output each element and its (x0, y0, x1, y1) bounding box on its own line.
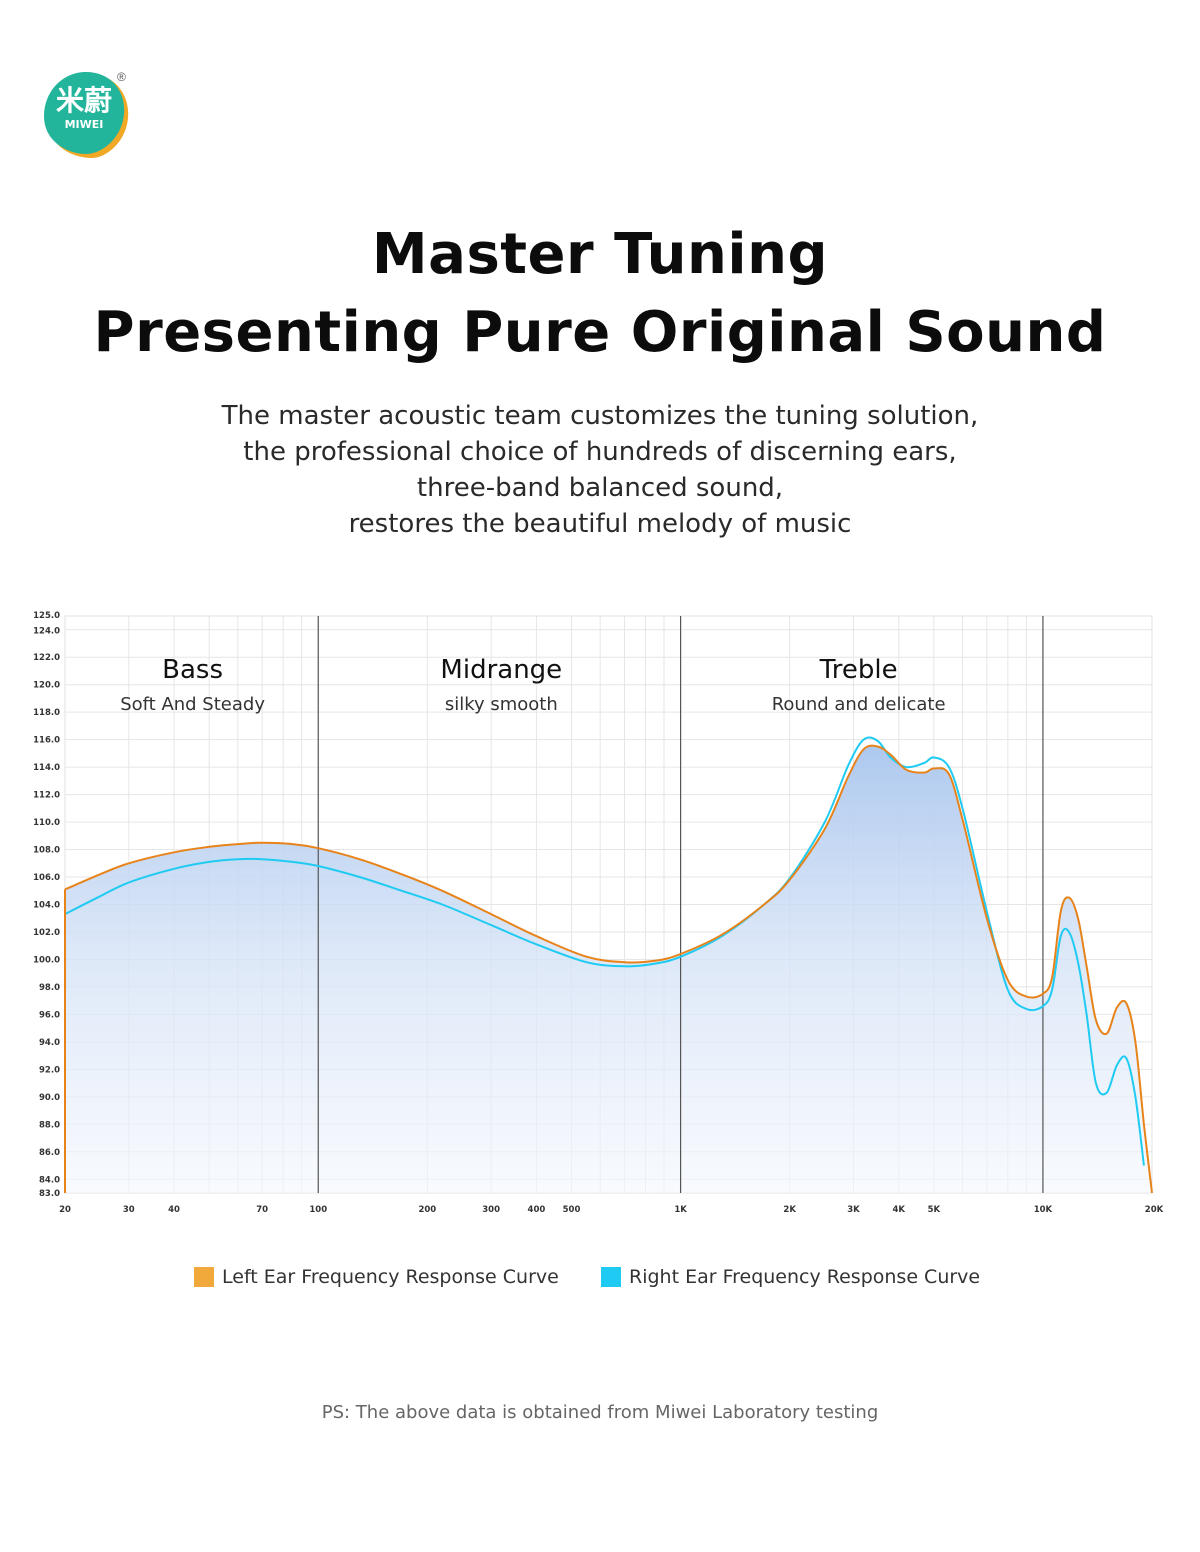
subtitle-line-3: three-band balanced sound, (416, 473, 784, 503)
x-tick-label: 5K (928, 1205, 941, 1215)
x-tick-label: 400 (528, 1205, 546, 1215)
band-description: Round and delicate (772, 694, 946, 715)
y-tick-label: 88.0 (39, 1120, 60, 1130)
legend-item-left-ear: Left Ear Frequency Response Curve (194, 1266, 559, 1288)
brand-logo: 米蔚 MIWEI (40, 66, 136, 162)
y-tick-label: 106.0 (33, 873, 60, 883)
y-tick-label: 118.0 (33, 708, 60, 718)
frequency-response-chart: Bass Soft And Steady Midrange silky smooth T… (33, 611, 1164, 1215)
legend-label-right: Right Ear Frequency Response Curve (629, 1266, 981, 1288)
logo-cn-text: 米蔚 (56, 84, 112, 117)
band-label: Treble (819, 655, 898, 685)
y-tick-label: 98.0 (39, 983, 60, 993)
x-tick-label: 3K (847, 1205, 860, 1215)
y-tick-label: 120.0 (33, 681, 60, 691)
legend-swatch-right (601, 1267, 621, 1287)
x-tick-label: 4K (892, 1205, 905, 1215)
y-tick-label: 96.0 (39, 1010, 60, 1020)
band-description: Soft And Steady (120, 694, 265, 715)
x-tick-label: 10K (1034, 1205, 1053, 1215)
y-tick-label: 84.0 (39, 1175, 60, 1185)
y-tick-label: 124.0 (33, 627, 60, 637)
footnote: PS: The above data is obtained from Miwe… (321, 1402, 879, 1423)
y-tick-label: 112.0 (33, 791, 60, 801)
miwei-logo-icon: 米蔚 MIWEI (44, 72, 129, 158)
x-tick-label: 30 (123, 1205, 135, 1215)
band-label: Midrange (440, 655, 562, 685)
series-line-left-ear (64, 744, 1153, 1194)
x-tick-label: 20K (1145, 1205, 1164, 1215)
subtitle-line-4: restores the beautiful melody of music (348, 509, 852, 539)
y-tick-label: 92.0 (39, 1065, 60, 1075)
y-tick-label: 90.0 (39, 1093, 60, 1103)
legend-label-left: Left Ear Frequency Response Curve (222, 1266, 559, 1288)
logo-en-text: MIWEI (65, 118, 104, 131)
headline-line-1: Master Tuning (371, 222, 829, 287)
y-tick-label: 104.0 (33, 901, 60, 911)
series-line-right-ear (64, 736, 1145, 1166)
y-tick-label: 102.0 (33, 928, 60, 938)
x-tick-label: 1K (674, 1205, 687, 1215)
registered-mark: ® (117, 70, 126, 84)
x-tick-label: 20 (59, 1205, 71, 1215)
x-tick-label: 2K (783, 1205, 796, 1215)
headline-line-2: Presenting Pure Original Sound (93, 300, 1107, 365)
y-tick-label: 125.0 (33, 611, 60, 621)
y-tick-label: 94.0 (39, 1038, 60, 1048)
response-area-fill (65, 745, 1152, 1193)
y-tick-label: 114.0 (33, 763, 60, 773)
y-tick-label: 122.0 (33, 653, 60, 663)
y-tick-label: 100.0 (33, 955, 60, 965)
chart-legend: Left Ear Frequency Response Curve Right … (0, 1266, 1200, 1296)
subtitle-line-2: the professional choice of hundreds of d… (243, 437, 957, 467)
legend-item-right-ear: Right Ear Frequency Response Curve (601, 1266, 980, 1288)
band-label: Bass (162, 655, 223, 685)
y-tick-label: 110.0 (33, 818, 60, 828)
x-tick-label: 70 (256, 1205, 268, 1215)
x-tick-label: 300 (482, 1205, 500, 1215)
x-tick-label: 500 (563, 1205, 581, 1215)
subtitle-line-1: The master acoustic team customizes the … (221, 401, 979, 431)
y-tick-label: 83.0 (39, 1189, 60, 1199)
legend-swatch-left (194, 1267, 214, 1287)
y-tick-label: 116.0 (33, 736, 60, 746)
band-description: silky smooth (445, 694, 558, 715)
x-tick-label: 200 (418, 1205, 436, 1215)
x-tick-label: 100 (309, 1205, 327, 1215)
y-tick-label: 108.0 (33, 846, 60, 856)
x-tick-label: 40 (168, 1205, 180, 1215)
y-tick-label: 86.0 (39, 1148, 60, 1158)
